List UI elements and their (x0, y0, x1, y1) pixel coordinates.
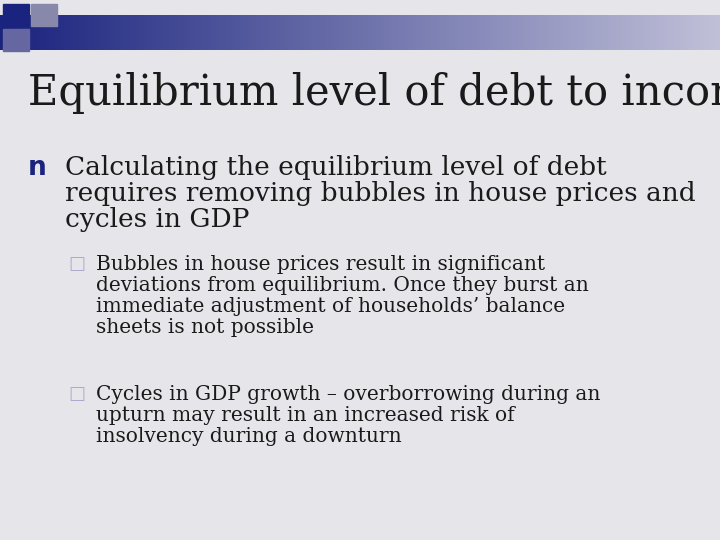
Bar (3, 30, 29, 51)
Text: immediate adjustment of households’ balance: immediate adjustment of households’ bala… (96, 297, 565, 316)
Text: cycles in GDP: cycles in GDP (65, 207, 250, 232)
Text: Cycles in GDP growth – overborrowing during an: Cycles in GDP growth – overborrowing dur… (96, 385, 600, 404)
Text: upturn may result in an increased risk of: upturn may result in an increased risk o… (96, 406, 515, 425)
Text: Bubbles in house prices result in significant: Bubbles in house prices result in signif… (96, 255, 545, 274)
Text: n: n (28, 155, 47, 181)
Text: requires removing bubbles in house prices and: requires removing bubbles in house price… (65, 181, 696, 206)
Text: □: □ (68, 385, 85, 403)
Bar (31, 4, 57, 25)
Text: sheets is not possible: sheets is not possible (96, 318, 314, 337)
Text: Calculating the equilibrium level of debt: Calculating the equilibrium level of deb… (65, 155, 607, 180)
Bar (3, 4, 29, 25)
Text: Equilibrium level of debt to income: Equilibrium level of debt to income (28, 72, 720, 114)
Text: insolvency during a downturn: insolvency during a downturn (96, 427, 402, 446)
Text: □: □ (68, 255, 85, 273)
Text: deviations from equilibrium. Once they burst an: deviations from equilibrium. Once they b… (96, 276, 589, 295)
